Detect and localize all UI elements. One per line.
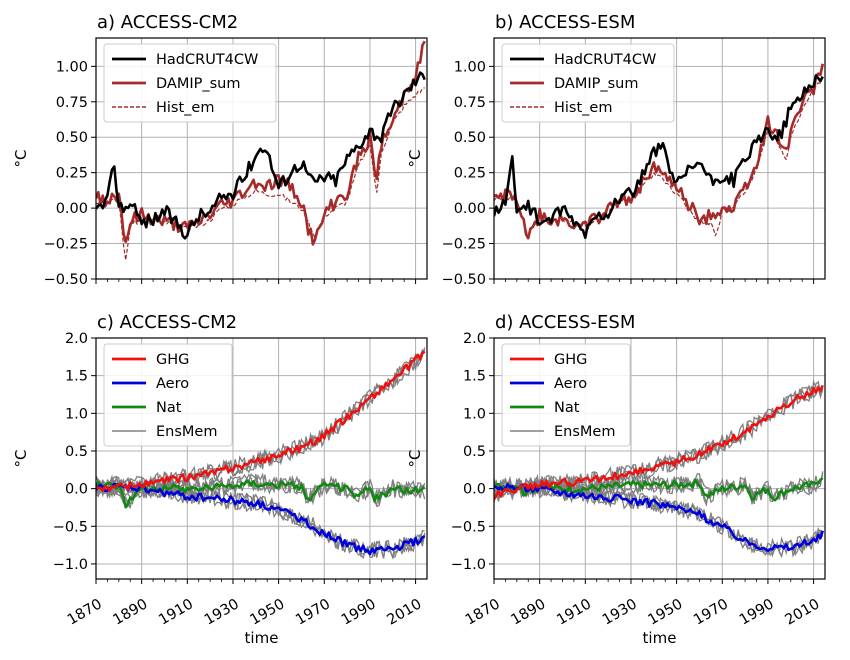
x-tick-label: 2010	[783, 596, 823, 628]
plot-area	[96, 347, 426, 560]
series-line-damip_sum	[494, 63, 824, 240]
x-tick-label: 1870	[463, 596, 503, 628]
y-tick-label: 0.0	[463, 482, 486, 498]
y-tick-label: 1.00	[454, 59, 486, 75]
y-tick-label: 0.0	[65, 482, 88, 498]
legend-box	[501, 43, 675, 123]
x-tick-label: 1890	[111, 596, 151, 628]
x-tick-label: 1990	[339, 596, 379, 628]
y-tick-label: −0.25	[442, 237, 486, 253]
series-line-aero	[96, 482, 426, 556]
y-tick-label: −1.0	[451, 557, 486, 573]
plot-area	[96, 40, 426, 261]
panel-3: 1870 1890 1910 1930 1950 1970 1990 2010 −1.0 −0.5…	[12, 312, 428, 647]
y-tick-label: 1.0	[463, 406, 486, 422]
y-tick-label: 0.75	[454, 95, 486, 111]
y-tick-label: 0.25	[454, 166, 486, 182]
x-tick-label: 1970	[691, 596, 731, 628]
ensmem-line	[96, 478, 425, 560]
y-axis-label: °C	[406, 450, 424, 468]
x-tick-label: 1910	[156, 596, 196, 628]
y-tick-label: 2.0	[65, 331, 88, 347]
legend-label: Nat	[554, 400, 580, 416]
y-tick-label: 1.0	[65, 406, 88, 422]
panel-1: −0.50 −0.25 0.00 0.25 0.50 0.75 1.00 a) ACCESS-…	[12, 12, 428, 288]
x-tick-label: 1910	[554, 596, 594, 628]
axes-frame	[493, 337, 826, 580]
panel-title: b) ACCESS-ESM	[495, 12, 635, 33]
x-tick-label: 1970	[293, 596, 333, 628]
ensmem-line	[494, 478, 824, 558]
legend-label: EnsMem	[156, 424, 217, 440]
legend-label: Hist_em	[554, 100, 612, 116]
legend-label: HadCRUT4CW	[156, 52, 258, 68]
legend-label: EnsMem	[554, 424, 615, 440]
axes-frame	[95, 37, 428, 280]
y-tick-label: 0.50	[454, 130, 486, 146]
y-axis-label: °C	[406, 150, 424, 168]
y-tick-label: 0.00	[56, 201, 88, 217]
legend-label: GHG	[554, 352, 587, 368]
ensmem-line	[96, 472, 426, 506]
panel-2: −0.50 −0.25 0.00 0.25 0.50 0.75 1.00 b) ACCESS-…	[406, 12, 826, 288]
ensmem-line	[494, 379, 824, 502]
y-tick-label: −0.5	[451, 519, 486, 535]
legend-label: Nat	[156, 400, 182, 416]
x-tick-label: 1870	[65, 596, 105, 628]
axes-frame	[493, 37, 826, 280]
series-line-hadcrut4cw	[96, 71, 426, 240]
legend-label: DAMIP_sum	[156, 76, 240, 92]
axes-frame	[95, 337, 428, 580]
y-tick-label: 0.5	[463, 444, 486, 460]
series-line-hadcrut4cw	[494, 74, 824, 240]
panel-title: a) ACCESS-CM2	[97, 12, 238, 33]
plot-area	[494, 379, 824, 559]
x-tick-label: 2010	[385, 596, 425, 628]
y-tick-label: −0.25	[44, 237, 88, 253]
x-tick-label: 1950	[248, 596, 288, 628]
series-line-ghg	[96, 350, 426, 493]
y-tick-label: 0.5	[65, 444, 88, 460]
y-tick-label: −0.5	[53, 519, 88, 535]
x-tick-label: 1890	[509, 596, 549, 628]
panel-4: 1870 1890 1910 1930 1950 1970 1990 2010 −1.0 −0.5…	[406, 312, 826, 647]
legend-label: Aero	[554, 376, 587, 392]
y-tick-label: 1.5	[65, 369, 88, 385]
y-tick-label: 2.0	[463, 331, 486, 347]
series-line-hist_em	[96, 87, 425, 261]
legend-box	[103, 43, 277, 123]
legend-label: Aero	[156, 376, 189, 392]
x-tick-label: 1950	[646, 596, 686, 628]
legend-label: HadCRUT4CW	[554, 52, 656, 68]
x-axis-label: time	[245, 629, 279, 647]
y-tick-label: 1.5	[463, 369, 486, 385]
legend-label: DAMIP_sum	[554, 76, 638, 92]
x-tick-label: 1930	[202, 596, 242, 628]
ensmem-line	[494, 474, 824, 505]
legend-label: GHG	[156, 352, 189, 368]
legend-box	[501, 343, 631, 447]
legend-label: Hist_em	[156, 100, 214, 116]
x-tick-label: 1990	[737, 596, 777, 628]
y-tick-label: −0.50	[44, 272, 88, 288]
panel-title: d) ACCESS-ESM	[495, 312, 635, 333]
legend-box	[103, 343, 233, 447]
x-axis-label: time	[643, 629, 677, 647]
y-axis-label: °C	[12, 150, 30, 168]
panel-title: c) ACCESS-CM2	[97, 312, 237, 333]
y-tick-label: 0.25	[56, 166, 88, 182]
y-tick-label: 1.00	[56, 59, 88, 75]
y-tick-label: 0.50	[56, 130, 88, 146]
y-tick-label: 0.00	[454, 201, 486, 217]
y-axis-label: °C	[12, 450, 30, 468]
plot-area	[494, 63, 824, 240]
x-tick-label: 1930	[600, 596, 640, 628]
y-tick-label: −0.50	[442, 272, 486, 288]
y-tick-label: 0.75	[56, 95, 88, 111]
series-line-ghg	[494, 384, 824, 500]
y-tick-label: −1.0	[53, 557, 88, 573]
